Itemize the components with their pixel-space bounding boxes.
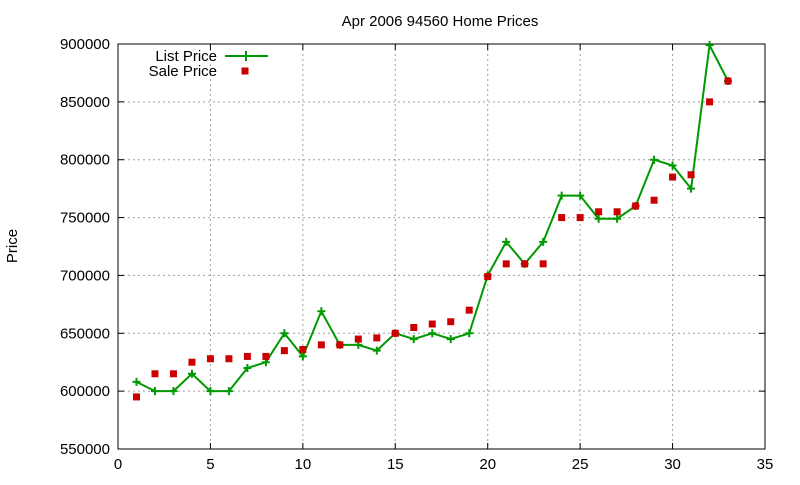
sale-price-point [428,320,436,328]
list-price-point [132,377,141,386]
list-price-point [502,237,511,246]
sale-price-point [280,347,288,355]
plot-frame [117,43,766,450]
list-price-point [298,352,307,361]
sale-price-point [317,341,325,349]
x-tick-label: 0 [114,456,122,473]
y-tick-label: 600000 [60,383,110,400]
legend-marker-list-price [241,51,251,61]
list-price-point [206,387,215,396]
list-price-point [224,387,233,396]
list-price-point [594,214,603,223]
y-tick-label: 550000 [60,441,110,458]
list-price-point [539,237,548,246]
list-price-point [705,41,714,50]
sale-price-point [373,334,381,342]
list-price-point [650,155,659,164]
y-tick-label: 650000 [60,325,110,342]
chart-title: Apr 2006 94560 Home Prices [342,13,539,30]
list-price-line [136,41,729,393]
sale-price-point [632,202,640,210]
y-tick-label: 850000 [60,94,110,111]
list-price-point [372,346,381,355]
y-axis-label: Price [4,229,21,263]
sale-price-point [576,214,584,222]
list-price-point [446,335,455,344]
sale-price-point [243,352,251,360]
legend-marker-sale-price [241,67,249,75]
axis-ticks: 0 5 10 15 20 25 30 35 550000 600000 650000 700000 75… [60,36,773,473]
list-price-point [317,307,326,316]
sale-price-point [687,171,695,179]
list-price-point [465,329,474,338]
legend-label-sale-price: Sale Price [149,63,217,80]
sale-price-point [206,355,214,363]
list-price-point [668,161,677,170]
grid-lines [118,44,765,449]
list-price-point [409,335,418,344]
series-layer [132,41,733,401]
list-price-point [150,387,159,396]
sale-price-point [169,370,177,378]
x-tick-label: 30 [664,456,681,473]
sale-price-point [225,355,233,363]
x-tick-label: 15 [387,456,404,473]
y-tick-label: 800000 [60,152,110,169]
sale-price-point [299,345,307,353]
sale-price-point [650,196,658,204]
sale-price-point [151,370,159,378]
legend-label-list-price: List Price [155,48,217,65]
y-tick-label: 900000 [60,36,110,53]
list-price-point [243,364,252,372]
sale-price-point [558,214,566,222]
legend: List Price Sale Price [149,48,268,80]
sale-price-point [595,208,603,216]
list-price-point [576,191,585,200]
x-tick-label: 25 [572,456,589,473]
sale-price-point [539,260,547,268]
sale-price-point [521,260,529,268]
sale-price-point [132,393,140,401]
y-tick-label: 750000 [60,210,110,227]
sale-price-point [188,358,196,366]
sale-price-point [447,318,455,326]
sale-price-point [502,260,510,268]
list-price-point [428,329,437,338]
sale-price-point [354,335,362,343]
sale-price-point [465,306,473,314]
sale-price-point [484,273,492,281]
sale-price-point [706,98,714,106]
list-price-point [169,387,178,396]
sale-price-point [336,341,344,349]
list-price-point [613,214,622,223]
list-price-point [557,191,566,200]
sale-price-point [262,352,270,360]
x-tick-label: 35 [757,456,774,473]
list-price-point [187,369,196,378]
sale-price-point [391,329,399,337]
x-tick-label: 20 [479,456,496,473]
y-tick-label: 700000 [60,267,110,284]
x-tick-label: 5 [206,456,214,473]
sale-price-point [724,77,732,85]
x-tick-label: 10 [295,456,312,473]
sale-price-point [669,173,677,181]
sale-price-point [410,324,418,331]
sale-price-point [613,208,621,216]
list-price-point [687,184,696,193]
list-price-point [280,329,289,338]
